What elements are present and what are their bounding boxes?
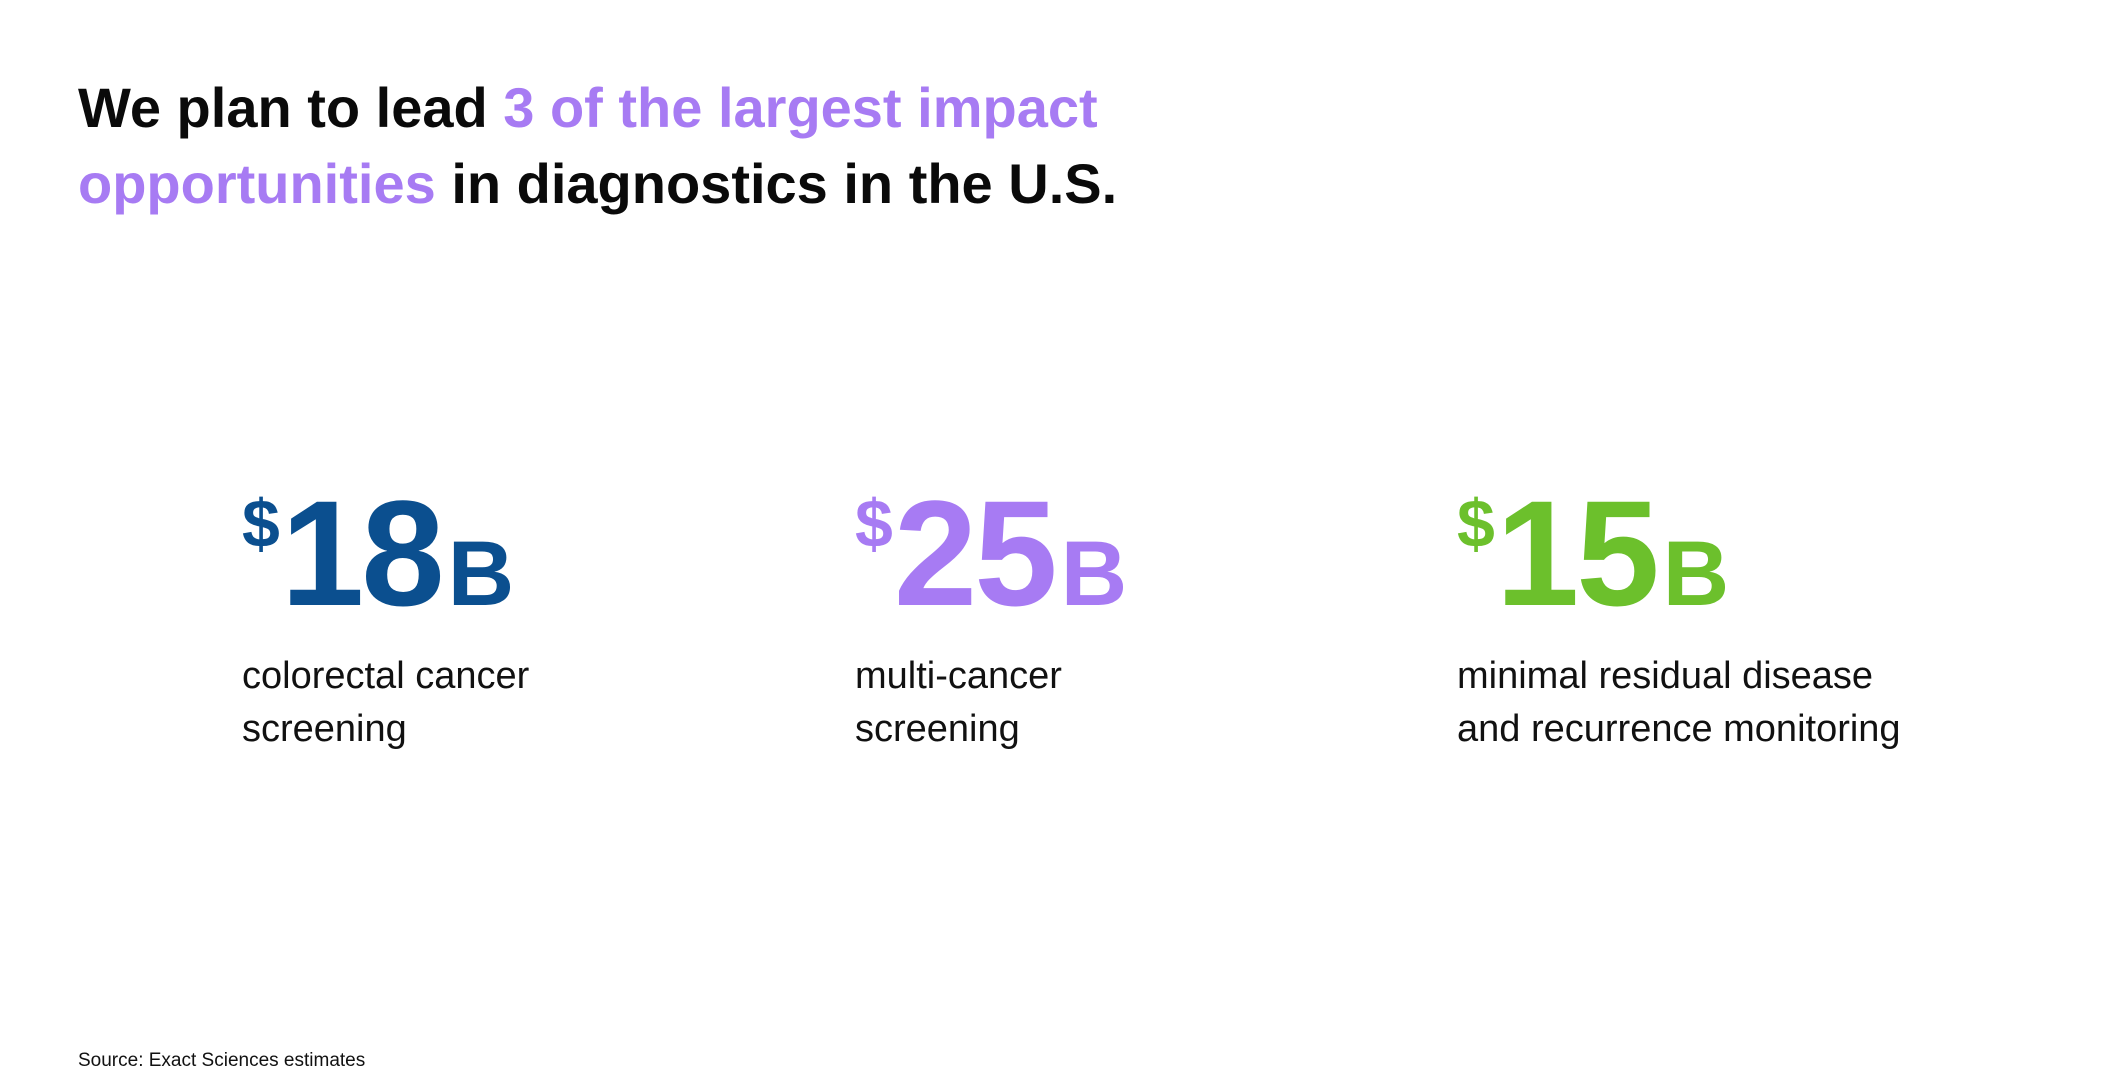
amount: 18 — [280, 469, 445, 637]
currency: $ — [242, 486, 280, 562]
label-line: multi-cancer — [855, 655, 1062, 697]
stat: $25B multi-cancer screening — [855, 478, 1127, 756]
label-line: and recurrence monitoring — [1457, 708, 1901, 750]
stat: $18B colorectal cancer screening — [242, 478, 529, 756]
label-line: minimal residual disease — [1457, 655, 1874, 697]
stat-figure: $25B — [855, 478, 1127, 628]
label-line: screening — [855, 708, 1020, 750]
currency: $ — [1457, 486, 1495, 562]
label-line: colorectal cancer — [242, 655, 530, 697]
unit: B — [1662, 523, 1729, 625]
label-line: screening — [242, 708, 407, 750]
amount: 15 — [1495, 469, 1660, 637]
stat-label: multi-cancer screening — [855, 650, 1124, 756]
slide-title: We plan to lead 3 of the largest impact … — [78, 70, 1328, 222]
title-text: in diagnostics in the U.S. — [451, 152, 1118, 215]
amount: 25 — [893, 469, 1058, 637]
source-note: Source: Exact Sciences estimates — [78, 1050, 366, 1071]
currency: $ — [855, 486, 893, 562]
stat: $15B minimal residual disease and recurren… — [1457, 478, 1901, 756]
stat-label: colorectal cancer screening — [242, 650, 529, 756]
unit: B — [447, 523, 514, 625]
stat-figure: $15B — [1457, 478, 1901, 628]
stat-figure: $18B — [242, 478, 529, 628]
title-highlight: 3 of the largest impact opportunities — [78, 76, 1098, 215]
stat-label: minimal residual disease and recurrence m… — [1457, 650, 1901, 756]
title-text: We plan to lead — [78, 76, 488, 139]
unit: B — [1060, 523, 1127, 625]
